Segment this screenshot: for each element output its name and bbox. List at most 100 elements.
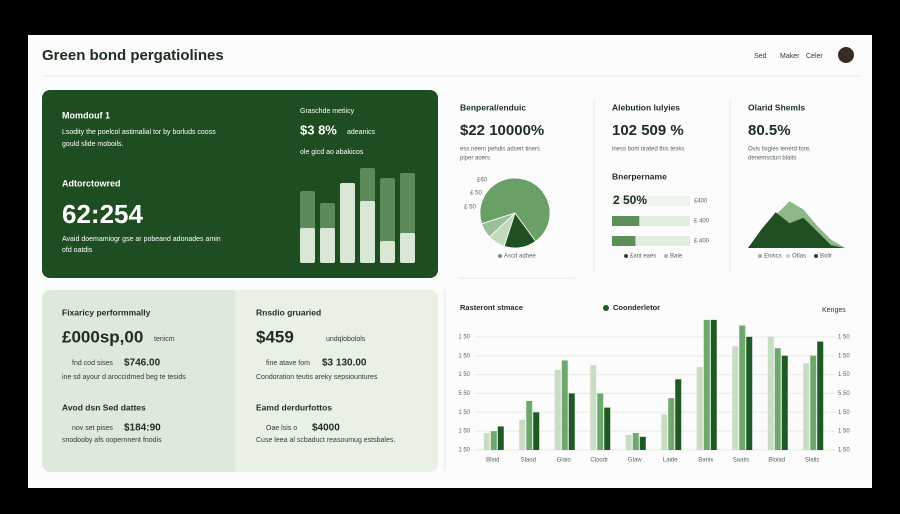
- bar: [668, 398, 675, 450]
- line: ine sd ayour d aroccidmed beg te tesids: [62, 374, 186, 381]
- bar: [696, 367, 703, 450]
- bar: [590, 365, 597, 450]
- legend-dot: [624, 254, 628, 258]
- bar: [497, 426, 504, 450]
- y-tick-label: 1 50: [458, 372, 470, 378]
- bar: [732, 346, 739, 450]
- y-tick-label: 1 50: [458, 334, 470, 340]
- pie-label: £60: [477, 178, 488, 184]
- note: ofd oatdis: [62, 247, 93, 254]
- hero-bar: [400, 233, 415, 263]
- y-tick-label: 5 50: [838, 391, 850, 397]
- axis-label: Kenges: [822, 307, 846, 314]
- progress-value: £400: [694, 199, 708, 205]
- panel-value: 102 509 %: [612, 122, 684, 139]
- line-value: $184:90: [124, 423, 161, 434]
- nav-link[interactable]: Celer: [806, 53, 823, 60]
- bar: [803, 363, 810, 450]
- block-unit: undqlobolols: [326, 336, 366, 343]
- y-tick-label: 1 50: [458, 448, 470, 454]
- x-tick-label: Blaid: [486, 458, 499, 464]
- metric-note: ole gicd ao abakicos: [300, 149, 364, 156]
- area: [748, 212, 845, 248]
- legend-dot: [758, 254, 762, 258]
- chart-title: Rasteront stmace: [460, 303, 523, 312]
- hero-card: [42, 90, 438, 278]
- note: Avaid doemamiogr gse ar pobeand adonades…: [62, 236, 221, 243]
- bar: [632, 433, 639, 450]
- note: iness bom tirated this tesks: [612, 147, 684, 153]
- y-tick-label: 1 50: [838, 334, 850, 340]
- progress-track: [612, 216, 690, 226]
- y-tick-label: 1 50: [838, 353, 850, 359]
- block-title: Avod dsn Sed dattes: [62, 402, 146, 412]
- bar: [490, 431, 497, 450]
- block-value: £000sp,00: [62, 327, 143, 346]
- subtitle: Adtorctowred: [62, 178, 121, 188]
- block-title: Rnsdio gruaried: [256, 307, 321, 317]
- subtitle: Bnerpername: [612, 171, 667, 181]
- line: fnd cod sises: [72, 360, 113, 367]
- progress-bar: [612, 216, 640, 226]
- x-tick-label: Laide: [663, 458, 678, 464]
- hero-bar: [340, 183, 355, 263]
- bar: [625, 434, 632, 450]
- bar: [519, 419, 526, 450]
- progress-value: £ 400: [694, 219, 710, 225]
- line-value: $746.00: [124, 358, 161, 369]
- bar: [533, 412, 540, 450]
- nav-link[interactable]: Sed: [754, 53, 767, 60]
- progress-label: 2 50%: [613, 193, 647, 207]
- x-tick-label: Slaod: [521, 458, 536, 464]
- y-tick-label: 1 50: [838, 448, 850, 454]
- block-title: Fixaricy performmally: [62, 307, 151, 317]
- block-unit: tenicm: [154, 336, 175, 343]
- line: Condoration teutis areky sepsiountures: [256, 374, 378, 381]
- y-tick-label: 1 50: [458, 429, 470, 435]
- bar: [675, 379, 682, 450]
- line: snodooby afs oopernnent fnodis: [62, 437, 162, 444]
- line-value: $4000: [312, 423, 340, 434]
- kpi-value: 62:254: [62, 199, 143, 229]
- bar: [781, 355, 788, 450]
- legend-dot: [664, 254, 668, 258]
- bar: [739, 325, 746, 450]
- x-tick-label: Slaitc: [805, 458, 820, 464]
- bar: [483, 433, 490, 450]
- metric-value: $3 8%: [300, 122, 337, 137]
- avatar[interactable]: [838, 47, 854, 63]
- legend: Bolir: [820, 254, 832, 260]
- x-tick-label: Banix: [698, 458, 713, 464]
- progress-track: [612, 236, 690, 246]
- block-value: $459: [256, 327, 294, 346]
- line-value: $3 130.00: [322, 358, 367, 369]
- y-tick-label: 1 50: [838, 429, 850, 435]
- y-tick-label: 5 50: [458, 391, 470, 397]
- panel-value: 80.5%: [748, 122, 791, 139]
- block-title: Eamd derdurfottos: [256, 402, 332, 412]
- description: Lsodity the poelcol astimalial tor by bo…: [62, 129, 216, 136]
- panel-title: Olarid Shemls: [748, 102, 805, 112]
- line: Oae lsis o: [266, 425, 297, 432]
- progress-bar: [612, 196, 690, 206]
- progress-bar: [612, 236, 636, 246]
- line: Cuse leea al scbaduct reasoumug estsbale…: [256, 437, 395, 444]
- metric-unit: adeanics: [347, 129, 376, 136]
- bar: [639, 436, 646, 450]
- pie-label: £ 50: [470, 191, 482, 197]
- bar: [710, 319, 717, 450]
- legend-dot: [814, 254, 818, 258]
- panel-title: Alebution lulyies: [612, 102, 680, 112]
- bar: [597, 393, 604, 450]
- panel-value: $22 10000%: [460, 122, 544, 139]
- panel-title: Benperal/enduic: [460, 102, 526, 112]
- pie-label: £ 50: [464, 205, 476, 211]
- hero-bar: [380, 241, 395, 263]
- bar: [661, 414, 668, 450]
- note: ess neem pehdis adsert tiners: [460, 147, 540, 153]
- bar: [774, 348, 781, 450]
- y-tick-label: 1 50: [838, 410, 850, 416]
- nav-link[interactable]: Maker: [780, 53, 800, 60]
- card-title: Momdouf 1: [62, 110, 110, 120]
